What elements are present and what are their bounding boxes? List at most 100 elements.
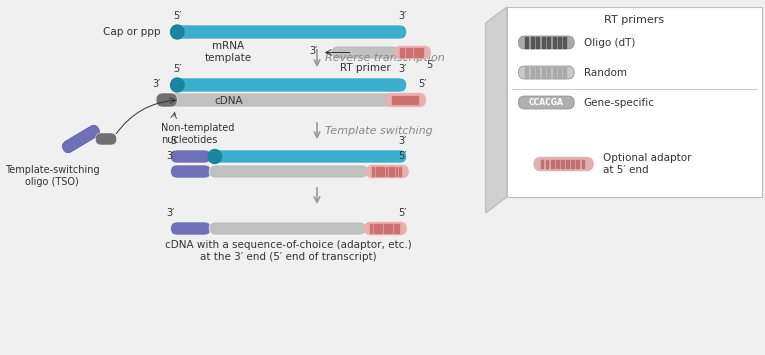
FancyBboxPatch shape — [209, 222, 366, 235]
Bar — [382, 167, 384, 176]
Bar — [413, 95, 415, 104]
FancyBboxPatch shape — [209, 150, 406, 163]
FancyBboxPatch shape — [519, 36, 575, 49]
Bar — [558, 37, 561, 48]
Text: mRNA
template: mRNA template — [205, 41, 252, 62]
Bar — [387, 224, 389, 233]
Text: RT primer: RT primer — [340, 63, 390, 73]
Bar — [392, 167, 394, 176]
Text: Template-switching
oligo (TSO): Template-switching oligo (TSO) — [5, 165, 99, 187]
FancyBboxPatch shape — [171, 165, 211, 178]
FancyBboxPatch shape — [209, 165, 368, 178]
Text: Cap or ppp: Cap or ppp — [103, 27, 161, 37]
FancyBboxPatch shape — [366, 165, 409, 178]
FancyBboxPatch shape — [156, 93, 426, 107]
Bar — [547, 67, 550, 78]
Bar — [552, 67, 555, 78]
Bar — [416, 48, 418, 57]
Polygon shape — [486, 7, 506, 213]
Bar — [394, 224, 396, 233]
Bar — [384, 224, 386, 233]
Bar — [389, 167, 391, 176]
FancyBboxPatch shape — [519, 96, 575, 109]
Bar — [373, 167, 374, 176]
Text: 3′: 3′ — [399, 11, 407, 21]
Text: 5′: 5′ — [399, 151, 407, 161]
Bar — [551, 159, 554, 169]
Bar — [374, 224, 376, 233]
Bar — [400, 48, 402, 57]
Bar — [419, 48, 421, 57]
FancyBboxPatch shape — [171, 25, 406, 39]
Bar — [531, 67, 534, 78]
Bar — [399, 167, 401, 176]
Text: 5′: 5′ — [418, 79, 426, 89]
Bar — [541, 159, 543, 169]
Bar — [561, 159, 564, 169]
FancyBboxPatch shape — [171, 78, 406, 92]
Bar — [410, 95, 412, 104]
Bar — [401, 95, 403, 104]
Text: Optional adaptor
at 5′ end: Optional adaptor at 5′ end — [603, 153, 692, 175]
Text: 3′: 3′ — [399, 136, 407, 146]
Bar — [414, 48, 415, 57]
Bar — [577, 159, 579, 169]
Text: Reverse transcription: Reverse transcription — [324, 53, 444, 63]
Bar — [392, 95, 394, 104]
Bar — [566, 159, 569, 169]
Text: Oligo (dT): Oligo (dT) — [584, 38, 635, 48]
Text: Gene-specific: Gene-specific — [584, 98, 655, 108]
Bar — [407, 95, 409, 104]
FancyBboxPatch shape — [364, 222, 406, 235]
Circle shape — [208, 149, 222, 164]
Bar — [536, 37, 539, 48]
FancyBboxPatch shape — [386, 93, 426, 107]
Bar — [552, 37, 555, 48]
Bar — [422, 48, 423, 57]
Circle shape — [171, 78, 184, 92]
Text: 3′: 3′ — [166, 151, 174, 161]
FancyBboxPatch shape — [63, 125, 99, 153]
Text: 5′: 5′ — [426, 60, 435, 70]
Bar — [581, 159, 584, 169]
Text: 5′: 5′ — [173, 64, 181, 74]
Text: CCACGA: CCACGA — [529, 98, 564, 107]
Bar — [571, 159, 575, 169]
Bar — [547, 37, 550, 48]
Text: 3′: 3′ — [166, 208, 174, 218]
Text: Template switching: Template switching — [324, 126, 432, 136]
FancyBboxPatch shape — [394, 46, 431, 59]
FancyBboxPatch shape — [171, 222, 211, 235]
Bar — [556, 159, 558, 169]
Text: 5′: 5′ — [399, 208, 407, 218]
Bar — [526, 37, 529, 48]
Bar — [416, 95, 418, 104]
Bar — [536, 67, 539, 78]
FancyBboxPatch shape — [331, 46, 399, 59]
Bar — [398, 95, 400, 104]
Bar — [563, 37, 566, 48]
Bar — [531, 37, 534, 48]
Bar — [526, 67, 529, 78]
Bar — [390, 224, 392, 233]
Text: cDNA with a sequence-of-choice (adaptor, etc.)
at the 3′ end (5′ end of transcri: cDNA with a sequence-of-choice (adaptor,… — [165, 240, 412, 262]
Bar — [377, 224, 379, 233]
Text: RT primers: RT primers — [604, 15, 665, 25]
Text: 5′: 5′ — [170, 136, 179, 146]
Bar — [379, 167, 381, 176]
Circle shape — [171, 25, 184, 39]
Bar — [396, 95, 397, 104]
Bar — [405, 48, 407, 57]
Bar — [411, 48, 412, 57]
Text: 3′: 3′ — [310, 47, 318, 56]
Bar — [506, 7, 762, 197]
Bar — [396, 167, 398, 176]
FancyBboxPatch shape — [534, 157, 594, 171]
Text: 5′: 5′ — [173, 11, 181, 21]
Bar — [563, 67, 566, 78]
Bar — [397, 224, 399, 233]
Text: 3′: 3′ — [399, 64, 407, 74]
Text: 3′: 3′ — [152, 79, 161, 89]
FancyBboxPatch shape — [519, 66, 575, 79]
Text: Random: Random — [584, 67, 627, 77]
